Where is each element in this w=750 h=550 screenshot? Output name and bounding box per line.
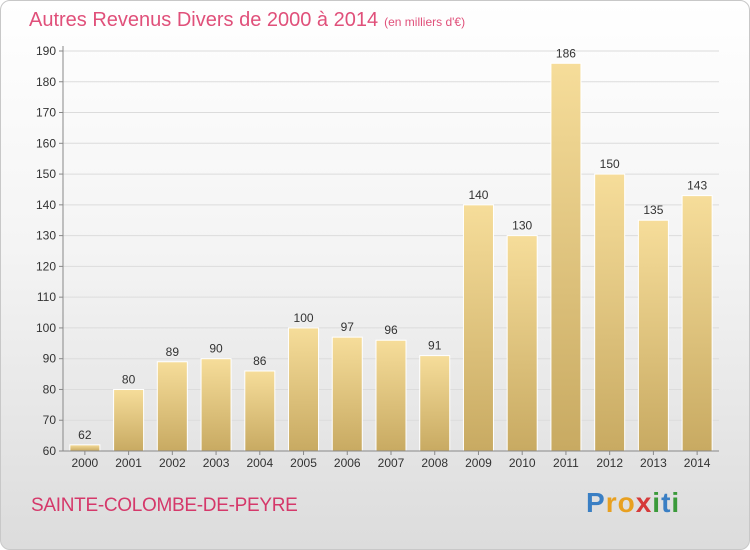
chart-title: Autres Revenus Divers de 2000 à 2014 (en … — [29, 9, 465, 32]
bar — [375, 339, 407, 452]
data-label: 186 — [556, 46, 576, 60]
axes — [59, 46, 719, 455]
commune-name: SAINTE-COLOMBE-DE-PEYRE — [31, 495, 298, 516]
data-label: 62 — [78, 428, 92, 442]
y-tick-label: 90 — [43, 352, 57, 366]
logo-letter: t — [661, 487, 672, 518]
logo-letter: r — [605, 487, 618, 518]
y-tick-label: 170 — [36, 106, 56, 120]
data-label: 96 — [384, 323, 398, 337]
bar — [462, 204, 494, 452]
y-tick-label: 150 — [36, 167, 56, 181]
x-tick-label: 2000 — [72, 456, 99, 470]
logo-letter: i — [671, 487, 681, 518]
y-tick-label: 190 — [36, 44, 56, 58]
x-tick-label: 2009 — [465, 456, 492, 470]
labels: 60 70 80 90 100 110 120 130 140 150 160 170 180 190 62… — [36, 44, 711, 470]
chart-title-text: Autres Revenus Divers de 2000 à 2014 — [29, 9, 379, 31]
x-tick-label: 2002 — [159, 456, 186, 470]
data-label: 135 — [643, 203, 663, 217]
y-tick-label: 180 — [36, 75, 56, 89]
bar — [637, 219, 669, 452]
x-tick-label: 2007 — [378, 456, 405, 470]
y-tick-label: 70 — [43, 413, 57, 427]
bar — [288, 327, 320, 452]
bar — [156, 361, 188, 452]
y-tick-label: 120 — [36, 259, 56, 273]
y-tick-label: 140 — [36, 198, 56, 212]
data-label: 80 — [122, 372, 136, 386]
proxiti-logo: Proxiti — [586, 487, 680, 519]
bar — [419, 355, 451, 452]
x-tick-label: 2014 — [684, 456, 711, 470]
bar — [244, 370, 276, 452]
x-tick-label: 2005 — [290, 456, 317, 470]
data-label: 90 — [209, 342, 223, 356]
bar — [200, 358, 232, 452]
data-label: 89 — [166, 345, 180, 359]
bar — [550, 62, 582, 452]
y-tick-label: 160 — [36, 136, 56, 150]
x-tick-label: 2011 — [553, 456, 579, 470]
x-tick-label: 2003 — [203, 456, 230, 470]
x-tick-label: 2001 — [115, 456, 142, 470]
bar — [506, 235, 538, 452]
bar — [331, 336, 363, 452]
bar-chart: 60 70 80 90 100 110 120 130 140 150 160 170 180 190 62… — [36, 44, 719, 470]
y-tick-label: 60 — [43, 444, 57, 458]
bar — [681, 195, 713, 452]
data-label: 130 — [512, 219, 532, 233]
y-tick-label: 80 — [43, 382, 57, 396]
x-tick-label: 2013 — [640, 456, 667, 470]
data-label: 91 — [428, 339, 442, 353]
y-tick-label: 110 — [37, 290, 56, 304]
data-label: 140 — [468, 188, 488, 202]
bar — [69, 444, 101, 452]
logo-letter: o — [617, 487, 636, 518]
bar — [113, 388, 145, 452]
x-tick-label: 2010 — [509, 456, 536, 470]
bars — [69, 62, 713, 452]
y-tick-label: 130 — [36, 229, 56, 243]
x-tick-label: 2008 — [421, 456, 448, 470]
x-tick-label: 2006 — [334, 456, 361, 470]
data-label: 97 — [341, 320, 355, 334]
bar — [594, 173, 626, 452]
data-label: 86 — [253, 354, 267, 368]
chart-subtitle: (en milliers d'€) — [384, 15, 466, 29]
logo-letter: P — [586, 487, 606, 518]
logo-letter: i — [652, 487, 662, 518]
data-label: 150 — [600, 157, 620, 171]
data-label: 100 — [294, 311, 314, 325]
x-tick-label: 2004 — [246, 456, 273, 470]
y-tick-label: 100 — [36, 321, 56, 335]
x-tick-label: 2012 — [596, 456, 623, 470]
logo-letter: x — [635, 487, 653, 518]
data-label: 143 — [687, 179, 707, 193]
